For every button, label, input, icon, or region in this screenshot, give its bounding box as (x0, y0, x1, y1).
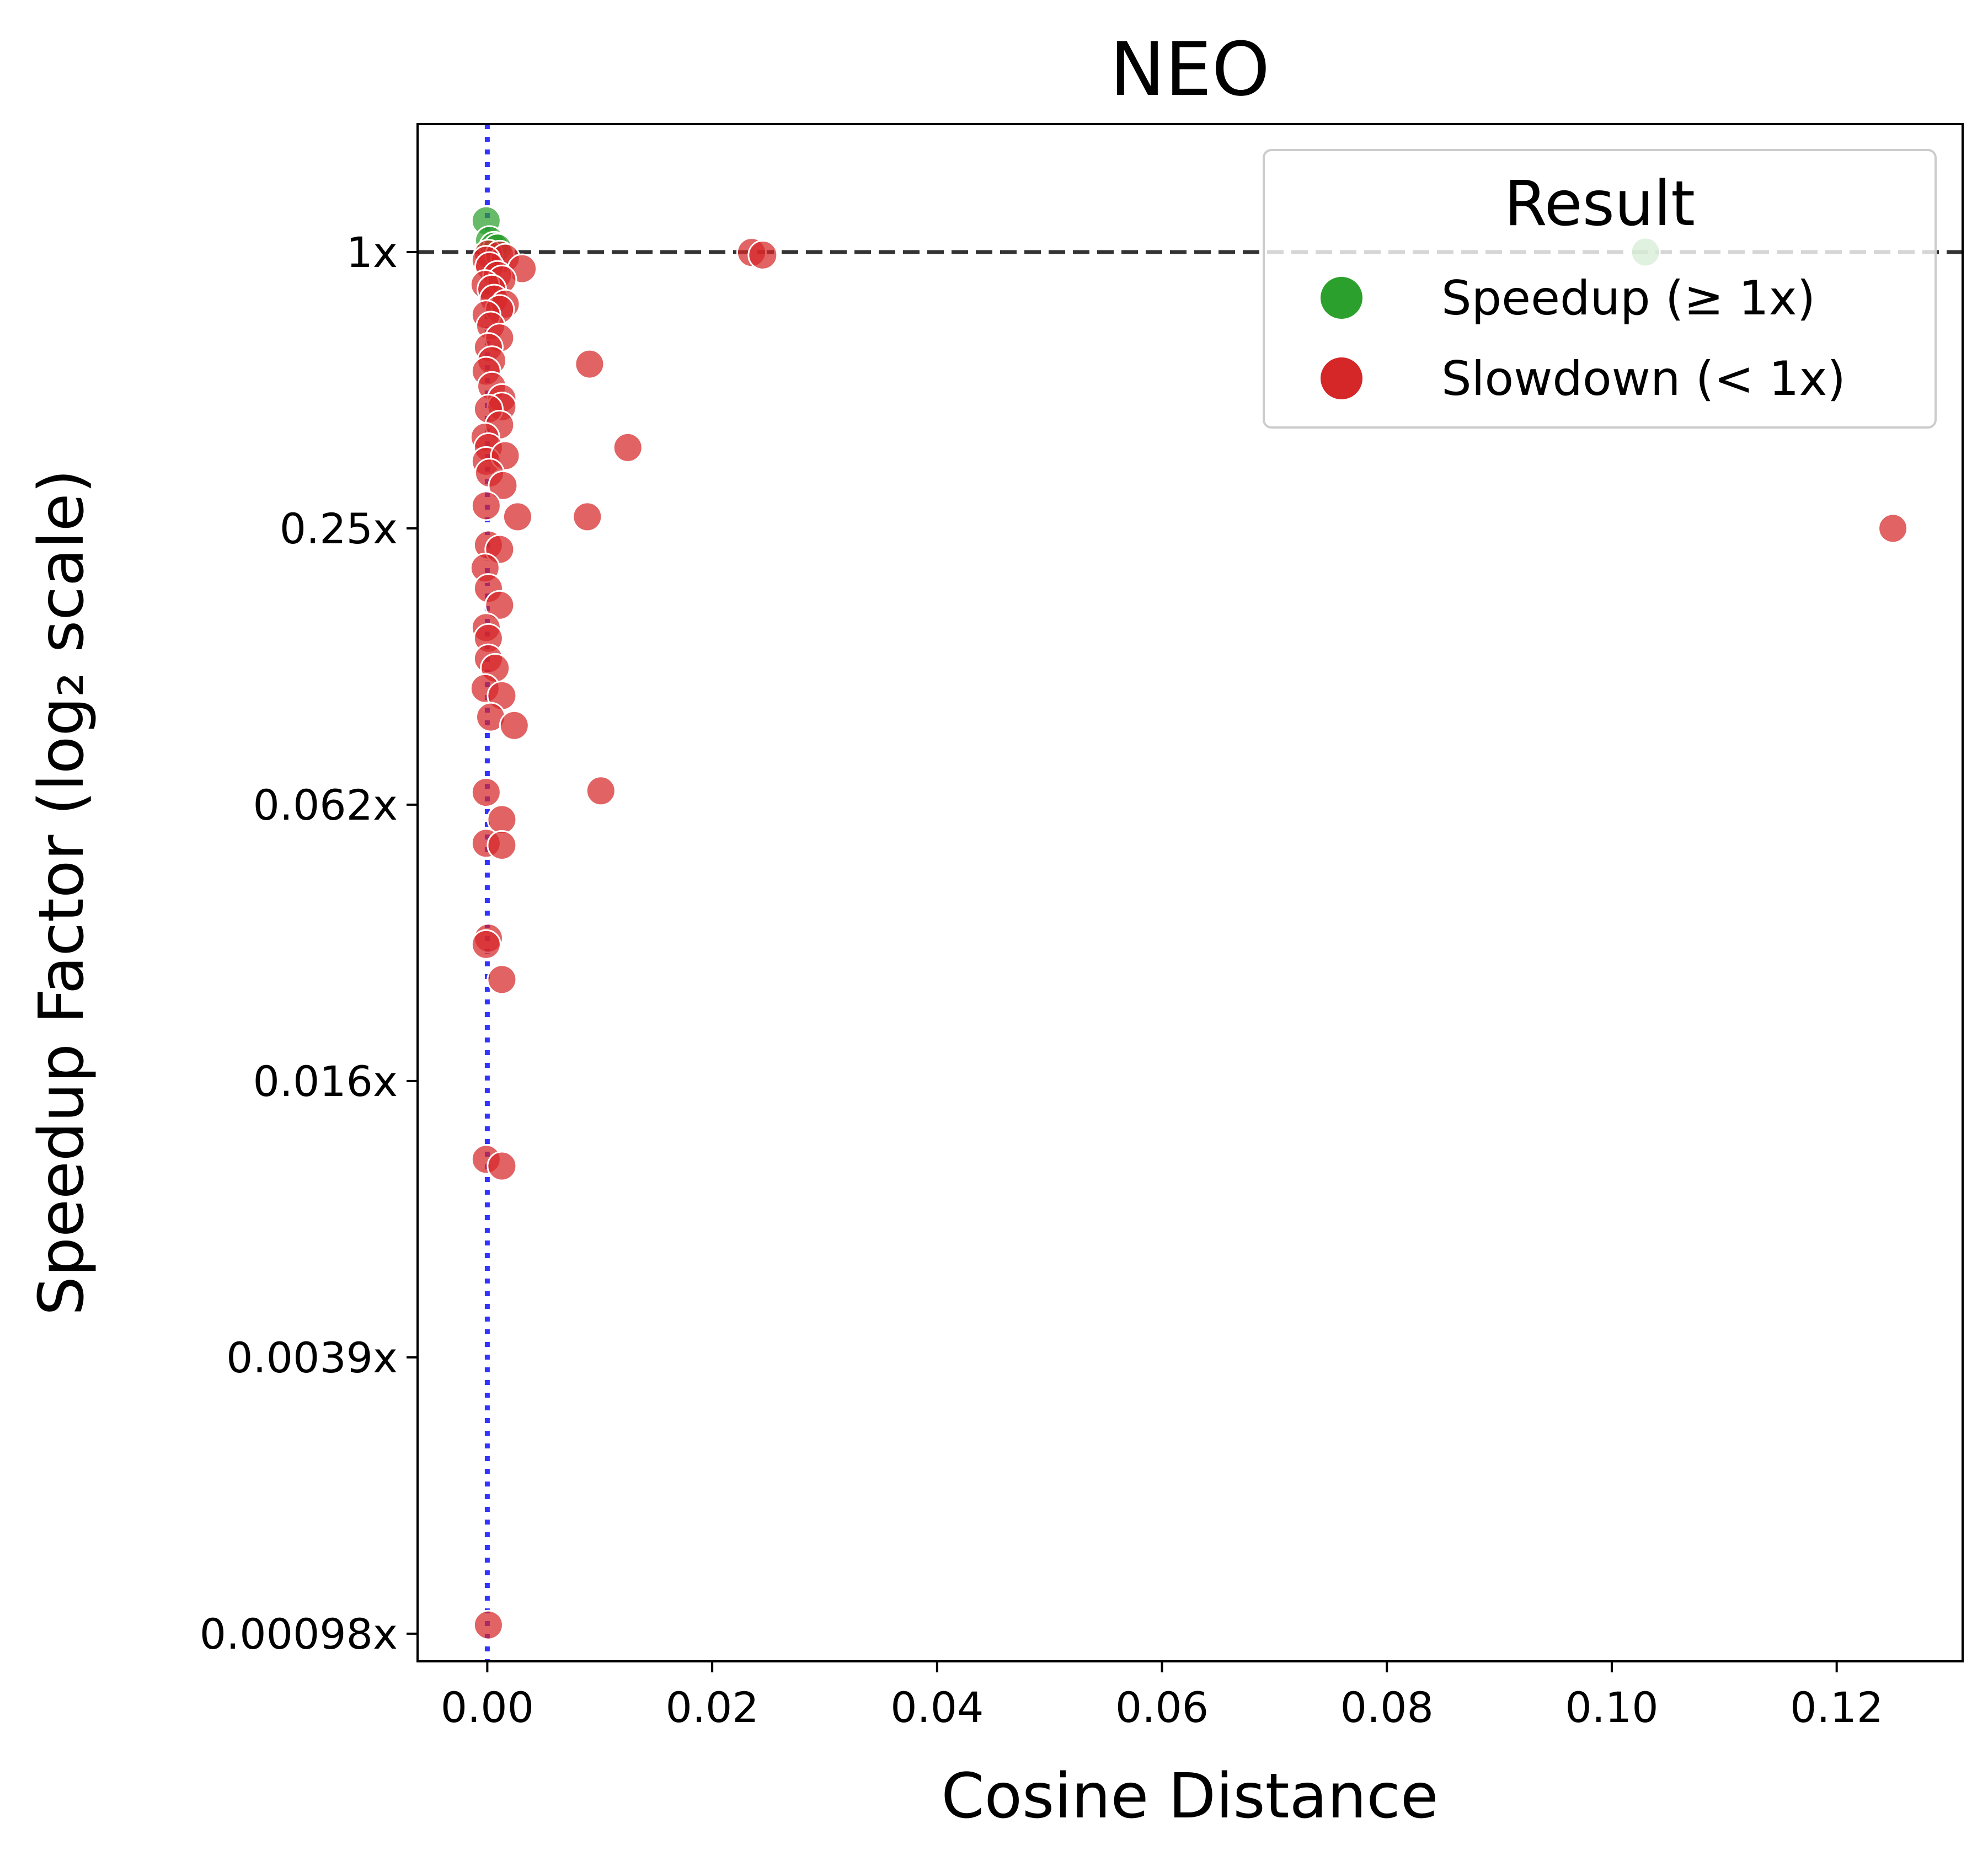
slowdown-point (612, 432, 643, 463)
slowdown-point (585, 776, 616, 806)
slowdown-point (488, 470, 519, 501)
slowdown-point (473, 1609, 504, 1640)
slowdown-point (502, 501, 533, 532)
x-tick-label: 0.04 (890, 1683, 984, 1732)
legend: Result Speedup (≥ 1x) Slowdown (< 1x) (1263, 149, 1937, 429)
legend-label-slowdown: Slowdown (< 1x) (1441, 351, 1846, 407)
chart-title: NEO (1110, 26, 1270, 113)
legend-title: Result (1504, 168, 1695, 240)
x-tick-label: 0.00 (441, 1683, 534, 1732)
x-axis: 0.00 0.02 0.04 0.06 0.08 0.10 0.12 (441, 1661, 1883, 1732)
legend-marker-speedup (1321, 277, 1362, 319)
slowdown-point (747, 239, 778, 270)
y-tick-label: 0.016x (253, 1057, 398, 1106)
slowdown-point (471, 929, 501, 960)
y-tick-label: 1x (346, 228, 398, 277)
y-tick-label: 0.062x (253, 780, 398, 830)
slowdown-point (574, 349, 605, 379)
slowdown-point (484, 590, 515, 621)
y-axis: 1x 0.25x 0.062x 0.016x 0.0039x 0.00098x (200, 228, 418, 1659)
legend-marker-slowdown (1321, 357, 1362, 399)
slowdown-point (471, 490, 501, 521)
y-tick-label: 0.25x (280, 504, 398, 553)
slowdown-point (499, 710, 530, 741)
y-axis-title: Speedup Factor (log₂ scale) (26, 469, 98, 1315)
slowdown-point (487, 964, 517, 995)
x-tick-label: 0.02 (665, 1683, 758, 1732)
y-tick-label: 0.0039x (226, 1333, 398, 1382)
slowdown-point (1878, 513, 1909, 544)
slowdown-point (471, 777, 501, 807)
plot-frame (416, 123, 1964, 1662)
x-tick-label: 0.12 (1790, 1683, 1883, 1732)
slowdown-point (572, 501, 603, 532)
x-axis-title: Cosine Distance (941, 1761, 1438, 1832)
legend-label-speedup: Speedup (≥ 1x) (1441, 271, 1815, 326)
legend-box (1263, 149, 1937, 429)
x-tick-label: 0.10 (1565, 1683, 1658, 1732)
slowdown-point (487, 1151, 517, 1181)
y-tick-label: 0.00098x (200, 1609, 398, 1659)
x-tick-label: 0.08 (1340, 1683, 1434, 1732)
data-points (469, 205, 1909, 1640)
slowdown-point (487, 830, 517, 860)
x-tick-label: 0.06 (1115, 1683, 1209, 1732)
